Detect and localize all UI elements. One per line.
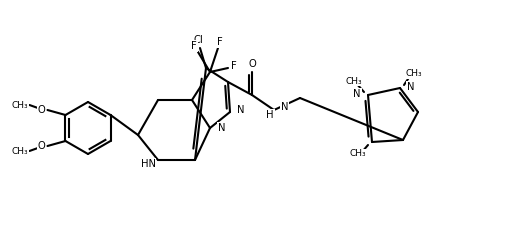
Text: N: N [281,102,288,112]
Text: CH₃: CH₃ [346,76,362,85]
Text: CH₃: CH₃ [11,147,28,155]
Text: N: N [218,123,225,133]
Text: N: N [407,82,414,92]
Text: N: N [353,89,361,99]
Text: F: F [191,41,197,51]
Text: CH₃: CH₃ [350,150,366,158]
Text: H: H [266,110,274,120]
Text: HN: HN [140,159,155,169]
Text: CH₃: CH₃ [406,69,422,79]
Text: Cl: Cl [193,35,203,45]
Text: F: F [231,61,237,71]
Text: N: N [237,105,245,115]
Text: O: O [248,59,256,69]
Text: F: F [217,37,223,47]
Text: CH₃: CH₃ [11,101,28,109]
Text: O: O [38,105,45,115]
Text: O: O [38,141,45,151]
